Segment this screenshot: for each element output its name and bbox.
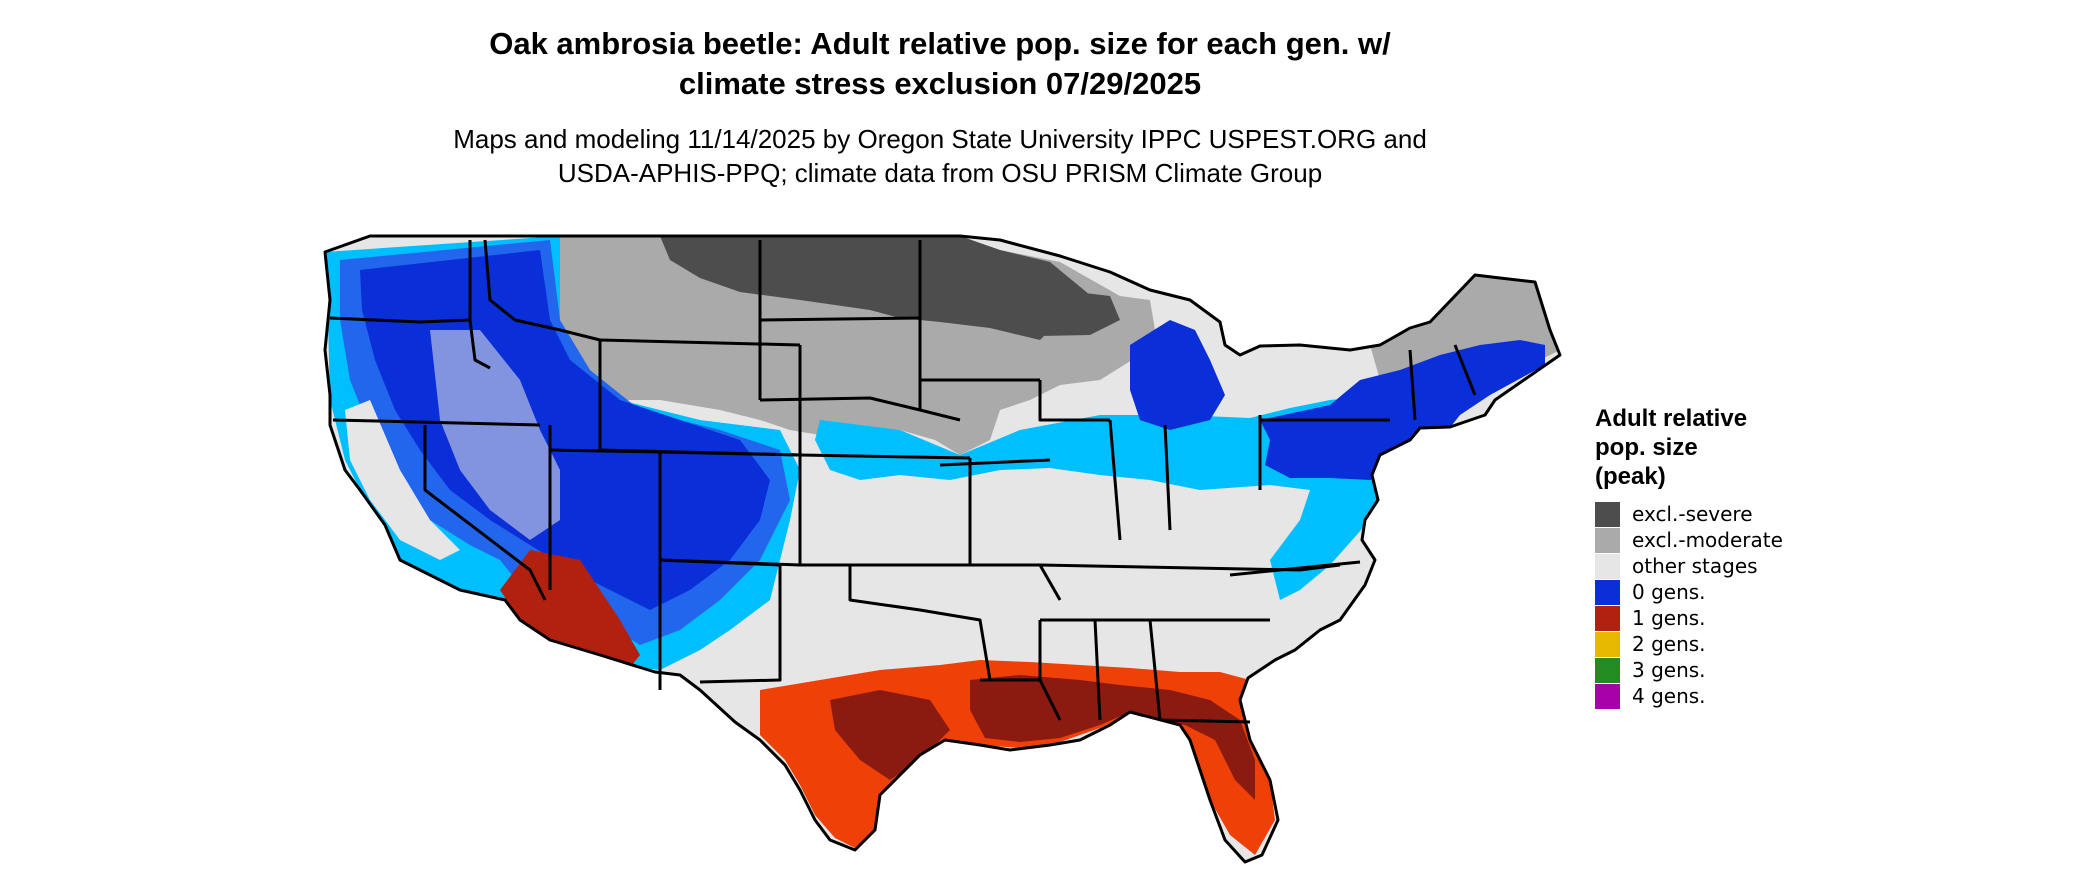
legend-swatch [1595,605,1620,631]
border-il-in [1108,419,1122,541]
region-excl-severe-upper-michigan [1010,290,1120,336]
legend-title: Adult relative pop. size (peak) [1595,404,1783,491]
map-title: Oak ambrosia beetle: Adult relative pop.… [0,24,1880,104]
legend-items: excl.-severe excl.-moderate other stages 0 … [1595,501,1783,709]
legend-label: 1 gens. [1632,606,1706,630]
legend-label: 0 gens. [1632,580,1706,604]
legend-label: 3 gens. [1632,658,1706,682]
legend-swatch [1595,501,1620,527]
legend-swatch [1595,657,1620,683]
legend-swatch [1595,579,1620,605]
legend-title-line-3: (peak) [1595,463,1666,490]
region-excl-severe-north [660,236,1090,340]
map-fill [325,236,1560,862]
border-id-mt [483,239,601,342]
border-va-nc [1229,560,1361,577]
border-ny-vt [1408,349,1417,421]
border-ia-mo [939,458,1051,467]
legend-item: excl.-severe [1595,501,1783,527]
border-ga-fl [1159,718,1251,724]
legend-label: excl.-severe [1632,502,1753,526]
region-0gen-northeast [1260,340,1545,480]
border-al-ga [1148,619,1162,721]
legend-item: excl.-moderate [1595,527,1783,553]
border-ok-tx [848,565,992,681]
legend-swatch [1595,683,1620,709]
border-ne-ks [799,453,971,460]
border-in-oh [1163,424,1172,531]
border-mt-wy [599,338,801,347]
border-wi-il [1038,380,1110,422]
legend-swatch [1595,553,1620,579]
border-mo-east [968,458,1062,601]
title-line-1: Oak ambrosia beetle: Adult relative pop.… [489,26,1391,61]
border-nv-ca [423,425,547,601]
map-subtitle: Maps and modeling 11/14/2025 by Oregon S… [0,122,1880,190]
legend: Adult relative pop. size (peak) excl.-se… [1595,404,1783,709]
legend-item: other stages [1595,553,1783,579]
legend-title-line-1: Adult relative [1595,405,1748,432]
legend-swatch [1595,527,1620,553]
legend-label: 4 gens. [1632,684,1706,708]
legend-label: excl.-moderate [1632,528,1783,552]
border-sd-ne [759,396,961,422]
legend-label: other stages [1632,554,1758,578]
legend-item: 1 gens. [1595,605,1783,631]
subtitle-line-2: USDA-APHIS-PPQ; climate data from OSU PR… [557,158,1323,188]
border-id-west [468,240,491,370]
national-outline [323,234,1562,864]
legend-swatch [1595,631,1620,657]
legend-label: 2 gens. [1632,632,1706,656]
region-other-great-basin [430,330,560,540]
region-0gen-michigan [1130,320,1225,430]
border-or-ca-nv [332,418,541,427]
legend-item: 0 gens. [1595,579,1783,605]
legend-item: 4 gens. [1595,683,1783,709]
border-nm-tx [659,558,782,684]
region-other-california-valley [345,400,460,560]
border-wa-or [329,316,471,324]
region-1gen-gulf-dark [970,675,1255,800]
border-nd-sd [759,316,921,322]
legend-item: 3 gens. [1595,657,1783,683]
legend-item: 2 gens. [1595,631,1783,657]
border-nh-me [1453,344,1477,396]
state-borders [323,234,1562,864]
subtitle-line-1: Maps and modeling 11/14/2025 by Oregon S… [453,124,1427,154]
border-ms-al [1093,619,1102,721]
legend-title-line-2: pop. size [1595,434,1698,461]
title-line-2: climate stress exclusion 07/29/2025 [678,66,1202,101]
